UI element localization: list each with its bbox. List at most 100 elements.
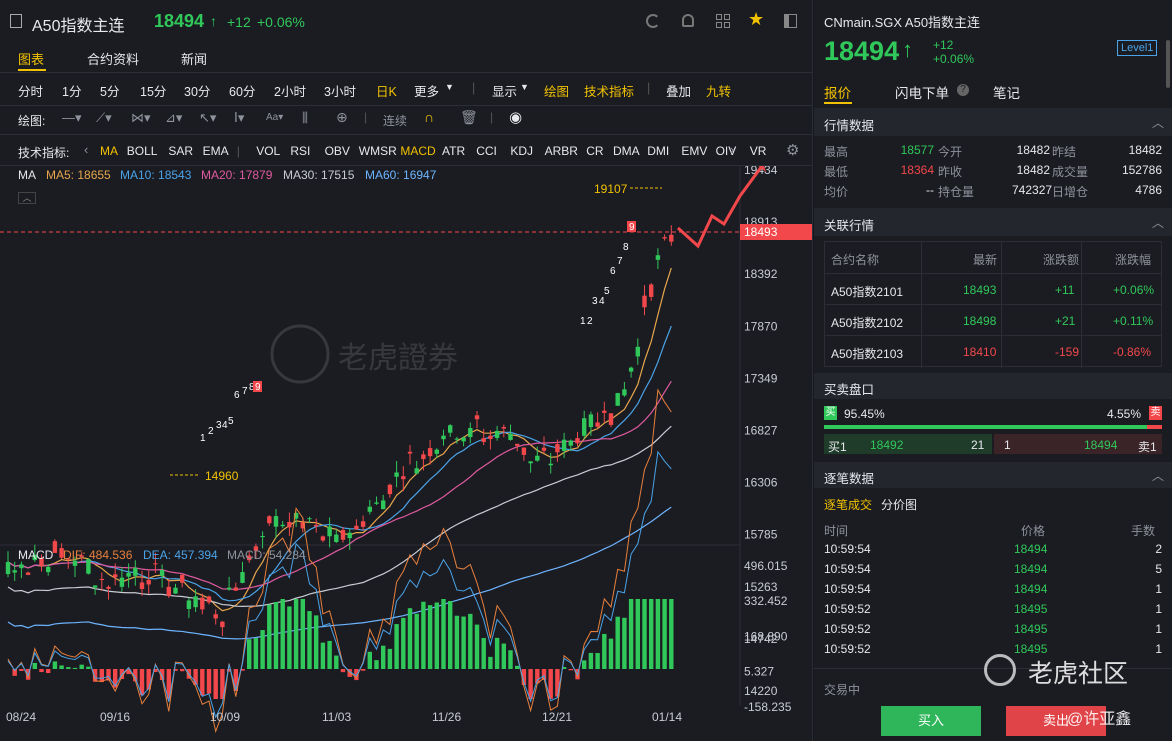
line-tool-icon[interactable]: —▾ — [62, 110, 82, 125]
indicator-dma[interactable]: DMA — [613, 144, 640, 158]
period-3h[interactable]: 3小时 — [324, 85, 356, 99]
macd-bar — [166, 669, 171, 699]
macd-bar — [193, 669, 198, 685]
refresh-icon[interactable] — [646, 14, 660, 28]
period-2h[interactable]: 2小时 — [274, 85, 306, 99]
related-row[interactable]: A50指数2103 18410 -159 -0.86% — [825, 335, 1161, 366]
chevron-right-icon[interactable]: › — [730, 142, 735, 157]
macd-bar — [541, 669, 547, 681]
related-row[interactable]: A50指数2102 18498 +21 +0.11% — [825, 304, 1161, 335]
candle-body — [635, 346, 640, 357]
indicator-sar[interactable]: SAR — [168, 144, 194, 158]
indicator-emv[interactable]: EMV — [681, 144, 708, 158]
nine-count-label: 4 — [599, 296, 605, 307]
collapse-chevron-icon[interactable]: ︿ — [1152, 116, 1165, 130]
ma-line — [7, 380, 672, 591]
arrow-tool-icon[interactable]: ↖▾ — [199, 110, 217, 125]
tab-quote[interactable]: 报价 — [824, 86, 851, 101]
indicator-dmi[interactable]: DMI — [647, 144, 670, 158]
related-name: A50指数2102 — [831, 316, 904, 330]
candle-body — [608, 413, 614, 425]
zoom-icon[interactable]: ⊕ — [336, 109, 348, 125]
indicator-obv[interactable]: OBV — [324, 144, 350, 158]
indicator-cci[interactable]: CCI — [476, 144, 497, 158]
indicator-boll[interactable]: BOLL — [126, 144, 158, 158]
bell-icon[interactable] — [682, 14, 694, 27]
nine-turn-button[interactable]: 九转 — [706, 85, 732, 99]
indicator-button[interactable]: 技术指标 — [584, 85, 635, 99]
panel-toggle-icon[interactable] — [10, 14, 22, 28]
text-cursor-icon[interactable]: Ⅰ▾ — [234, 110, 245, 125]
collapse-chevron-icon[interactable]: ︿ — [1152, 469, 1165, 483]
fib-tool-icon[interactable]: ⊿▾ — [165, 110, 183, 125]
collapse-chevron-icon[interactable]: ︿ — [18, 192, 36, 204]
tab-chart[interactable]: 图表 — [18, 52, 45, 67]
period-5m[interactable]: 5分 — [100, 85, 120, 99]
continuous-toggle[interactable]: 连续 — [383, 114, 408, 128]
candle-body — [655, 255, 661, 260]
buy-button[interactable]: 买入 — [881, 706, 981, 736]
period-30m[interactable]: 30分 — [184, 85, 211, 99]
candle-body — [113, 574, 118, 578]
grid-icon[interactable] — [716, 14, 730, 28]
period-15m[interactable]: 15分 — [140, 85, 167, 99]
chevron-left-icon[interactable]: ‹ — [84, 142, 89, 157]
period-more[interactable]: 更多 — [414, 85, 440, 99]
trend-tool-icon[interactable]: ⟋▾ — [96, 110, 112, 125]
tab-price-dist[interactable]: 分价图 — [881, 498, 918, 512]
candle-body — [535, 455, 540, 461]
period-day[interactable]: 日K — [376, 85, 397, 99]
draw-button[interactable]: 绘图 — [544, 85, 570, 99]
settings-gear-icon[interactable]: ⚙ — [786, 142, 800, 159]
period-tick[interactable]: 分时 — [18, 85, 44, 99]
bar-tool-icon[interactable]: ⫼ — [302, 110, 308, 125]
tab-contract-info[interactable]: 合约资料 — [87, 52, 140, 67]
period-60m[interactable]: 60分 — [229, 85, 256, 99]
candle-body — [347, 532, 352, 539]
sidebar-toggle-icon[interactable] — [784, 14, 797, 28]
macd-bar — [628, 599, 634, 669]
tab-news[interactable]: 新闻 — [181, 52, 208, 67]
indicator-rsi[interactable]: RSI — [290, 144, 311, 158]
font-tool-icon[interactable]: Aa▾ — [266, 112, 284, 123]
overlay-button[interactable]: 叠加 — [666, 85, 692, 99]
sell-button[interactable]: 卖出 — [1006, 706, 1106, 736]
related-row[interactable]: A50指数2101 18493 +11 +0.06% — [825, 273, 1161, 304]
indicator-ma[interactable]: MA — [100, 144, 118, 158]
display-menu[interactable]: 显示 — [492, 85, 518, 99]
ask-label: 卖1 — [1138, 440, 1157, 454]
ticks-title: 逐笔数据 — [824, 472, 875, 486]
channel-tool-icon[interactable]: ⋈▾ — [131, 110, 151, 125]
help-icon[interactable]: ? — [957, 84, 969, 96]
indicator-ema[interactable]: EMA — [202, 144, 229, 158]
indicator-wmsr[interactable]: WMSR — [358, 144, 397, 158]
candle-body — [401, 476, 406, 480]
tab-quick-order[interactable]: 闪电下单 — [895, 86, 949, 101]
scrollbar[interactable] — [1166, 40, 1170, 88]
indicator-arbr[interactable]: ARBR — [544, 144, 578, 158]
star-icon[interactable]: ★ — [748, 9, 765, 29]
indicator-atr[interactable]: ATR — [442, 144, 466, 158]
macd-bar — [434, 602, 439, 669]
trash-icon[interactable]: 🗑 — [460, 109, 478, 125]
macd-bar — [548, 669, 553, 699]
nine-count-label: 3 — [592, 296, 598, 307]
indicator-vol[interactable]: VOL — [256, 144, 281, 158]
tab-ticks[interactable]: 逐笔成交 — [824, 498, 873, 512]
chart-canvas[interactable]: 老虎證券 19434189131839217870173491682716306… — [0, 166, 813, 741]
indicator-cr[interactable]: CR — [586, 144, 604, 158]
candle-body — [280, 524, 285, 527]
macd-bar — [568, 669, 573, 671]
macd-bar — [233, 669, 238, 691]
eye-icon[interactable]: ◉ — [509, 109, 523, 126]
candle-body — [320, 536, 326, 541]
indicator-vr[interactable]: VR — [749, 144, 767, 158]
period-1m[interactable]: 1分 — [62, 85, 82, 99]
indicator-macd[interactable]: MACD — [400, 144, 436, 158]
indicator-oiv[interactable]: OIV — [715, 144, 737, 158]
indicator-kdj[interactable]: KDJ — [510, 144, 534, 158]
magnet-icon[interactable]: ∩ — [424, 109, 435, 125]
tab-notes[interactable]: 笔记 — [993, 86, 1020, 101]
collapse-chevron-icon[interactable]: ︿ — [1152, 216, 1165, 230]
ma-legend-title: MA — [18, 168, 36, 182]
